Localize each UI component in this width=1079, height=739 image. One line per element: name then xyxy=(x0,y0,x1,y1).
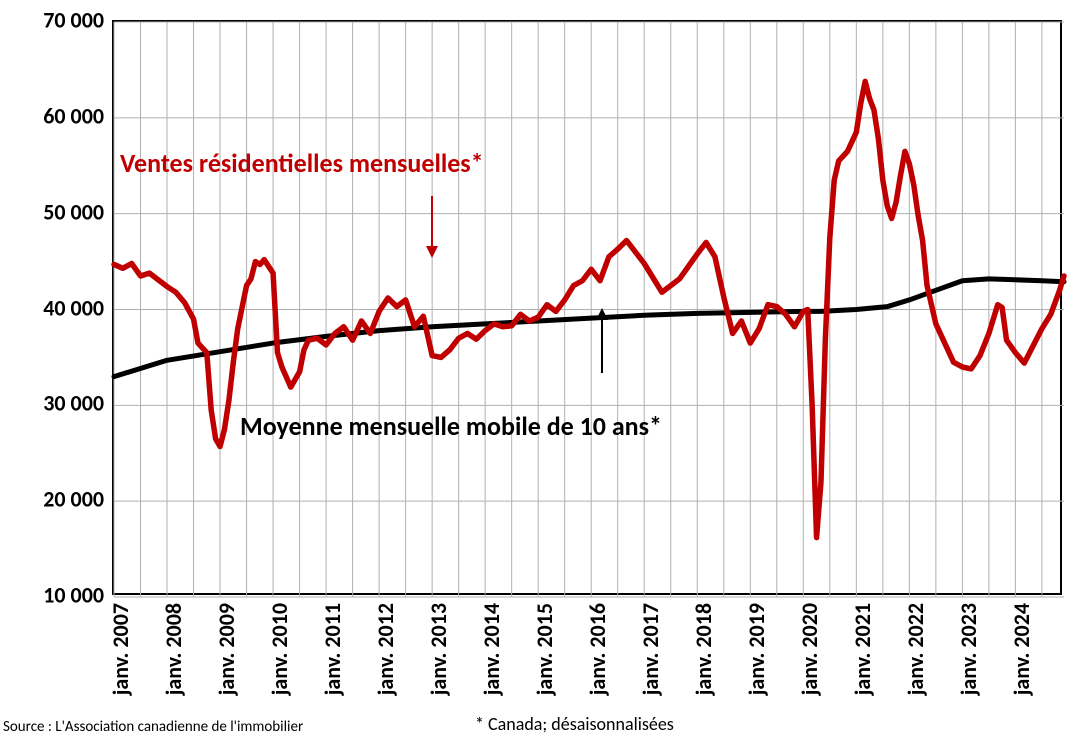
plot-area xyxy=(112,20,1062,595)
chart-container: { "chart":{ "type":"line", "width":1079,… xyxy=(0,0,1079,739)
series-label-avg10: Moyenne mensuelle mobile de 10 ans* xyxy=(240,410,662,442)
xtick-label: janv. 2016 xyxy=(584,603,611,695)
xtick-label: janv. 2010 xyxy=(266,603,293,695)
xtick-label: janv. 2013 xyxy=(425,603,452,695)
ytick-label: 70 000 xyxy=(4,7,104,34)
xtick-label: janv. 2007 xyxy=(107,603,134,695)
xtick-label: janv. 2023 xyxy=(955,603,982,695)
xtick-label: janv. 2017 xyxy=(637,603,664,695)
arrow-sales xyxy=(422,196,442,260)
xtick-label: janv. 2015 xyxy=(531,603,558,695)
ytick-label: 10 000 xyxy=(4,582,104,609)
series-avg10 xyxy=(114,279,1064,377)
series-label-sales: Ventes résidentielles mensuelles* xyxy=(120,147,484,179)
xtick-label: janv. 2020 xyxy=(796,603,823,695)
xtick-label: janv. 2009 xyxy=(213,603,240,695)
xtick-label: janv. 2018 xyxy=(690,603,717,695)
footnote-text: * Canada; désaisonnalisées xyxy=(475,713,674,735)
xtick-label: janv. 2019 xyxy=(743,603,770,695)
arrow-avg10 xyxy=(592,306,612,375)
ytick-label: 20 000 xyxy=(4,486,104,513)
source-text: Source : L'Association canadienne de l'i… xyxy=(3,718,303,736)
xtick-label: janv. 2008 xyxy=(160,603,187,695)
xtick-label: janv. 2022 xyxy=(902,603,929,695)
xtick-label: janv. 2012 xyxy=(372,603,399,695)
xtick-label: janv. 2011 xyxy=(319,603,346,695)
xtick-label: janv. 2024 xyxy=(1008,603,1035,695)
xtick-label: janv. 2021 xyxy=(849,603,876,695)
xtick-label: janv. 2014 xyxy=(478,603,505,695)
ytick-label: 60 000 xyxy=(4,102,104,129)
ytick-label: 40 000 xyxy=(4,294,104,321)
ytick-label: 50 000 xyxy=(4,198,104,225)
plot-svg xyxy=(112,20,1066,599)
ytick-label: 30 000 xyxy=(4,390,104,417)
